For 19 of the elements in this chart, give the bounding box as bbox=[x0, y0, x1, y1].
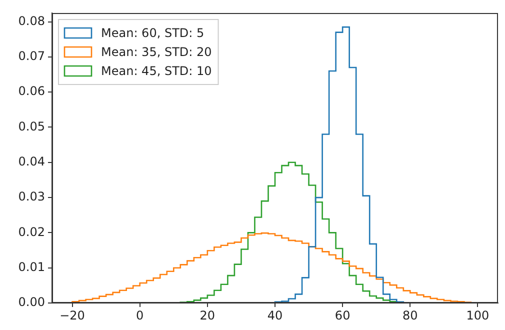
x-tick-label: 0 bbox=[136, 308, 144, 322]
y-tick-label: 0.08 bbox=[18, 14, 45, 28]
y-tick-label: 0.03 bbox=[18, 190, 45, 204]
y-tick-label: 0.02 bbox=[18, 224, 45, 239]
x-tick-label: 100 bbox=[466, 308, 490, 322]
y-tick-label: 0.04 bbox=[18, 154, 45, 169]
x-tick-label: 20 bbox=[200, 308, 216, 322]
x-tick-label: 40 bbox=[267, 308, 283, 322]
y-tick-label: 0.06 bbox=[18, 84, 45, 98]
y-tick-label: 0.01 bbox=[18, 260, 45, 274]
y-tick-label: 0.00 bbox=[18, 295, 45, 310]
x-tick-label: 60 bbox=[334, 308, 350, 322]
y-tick-label: 0.07 bbox=[18, 49, 45, 64]
y-tick-label: 0.05 bbox=[18, 119, 45, 134]
legend-label: Mean: 45, STD: 10 bbox=[101, 64, 212, 78]
x-tick-label: 80 bbox=[402, 308, 418, 322]
legend-label: Mean: 60, STD: 5 bbox=[101, 26, 204, 40]
x-tick-label: −20 bbox=[60, 308, 85, 322]
legend-label: Mean: 35, STD: 20 bbox=[101, 45, 212, 60]
